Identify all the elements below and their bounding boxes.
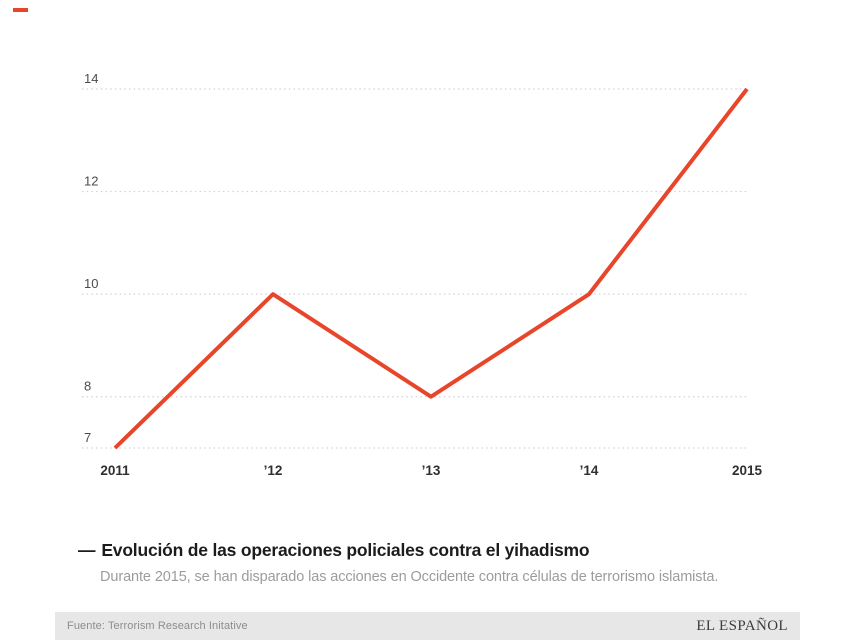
- x-tick-label: ’14: [580, 463, 599, 478]
- data-line: [113, 87, 749, 450]
- source-label: Fuente: Terrorism Research Initative: [67, 620, 248, 632]
- footer-bar: Fuente: Terrorism Research Initative EL …: [55, 612, 800, 640]
- masthead-logo: EL ESPAÑOL: [696, 617, 788, 634]
- y-tick-label: 14: [84, 71, 98, 86]
- y-tick-label: 12: [84, 174, 98, 189]
- chart-title: Evolución de las operaciones policiales …: [101, 540, 590, 560]
- y-tick-label: 7: [84, 430, 91, 445]
- chart-title-row: — Evolución de las operaciones policiales…: [78, 538, 798, 562]
- y-tick-label: 10: [84, 276, 98, 291]
- brand-red-dash: [13, 8, 28, 12]
- chart-caption: — Evolución de las operaciones policiales…: [78, 538, 798, 585]
- caption-dash: —: [78, 540, 96, 560]
- chart-subtitle: Durante 2015, se han disparado las accio…: [100, 569, 719, 585]
- x-tick-label: ’12: [264, 463, 283, 478]
- y-tick-label: 8: [84, 379, 91, 394]
- x-tick-label: 2015: [732, 463, 763, 478]
- x-tick-label: ’13: [422, 463, 441, 478]
- x-tick-label: 2011: [100, 463, 130, 478]
